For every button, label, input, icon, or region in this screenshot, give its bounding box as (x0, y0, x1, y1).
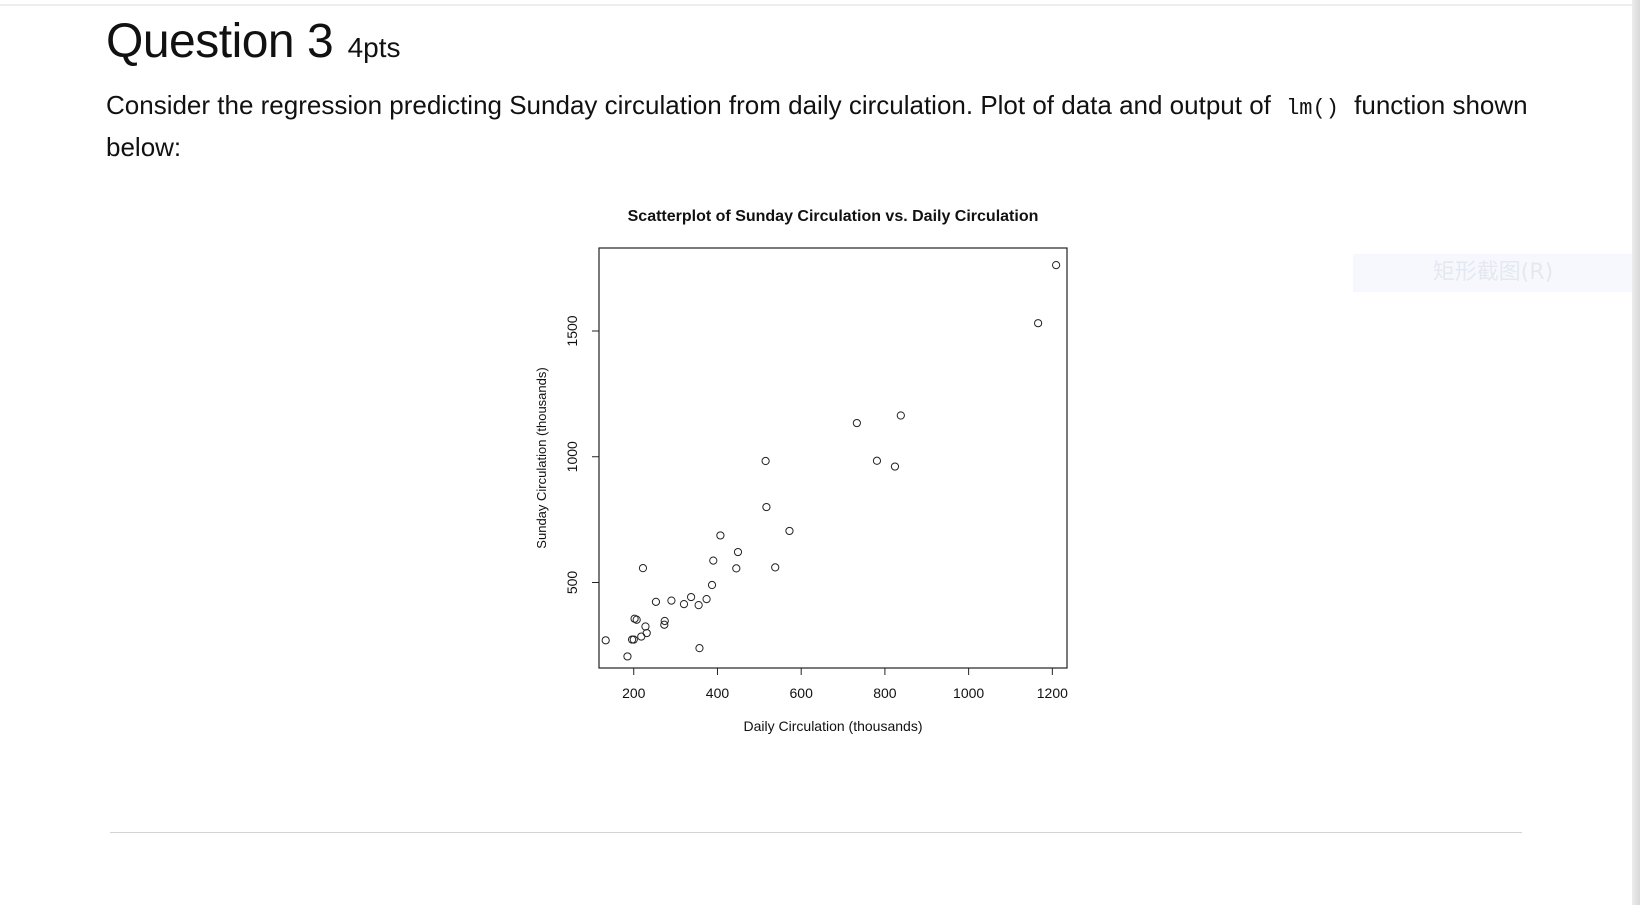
data-point (629, 635, 638, 644)
x-axis: 200 400 600 800 1000 1200 (622, 667, 1068, 701)
data-point (642, 628, 651, 638)
data-points (601, 261, 1061, 661)
question-text: Consider the regression predicting Sunda… (106, 86, 1546, 167)
screenshot-tool-hint: 矩形截图(R) (1353, 254, 1633, 292)
question-text-part-2: function shown below: (106, 90, 1528, 162)
data-point (733, 547, 743, 557)
data-point (667, 596, 676, 605)
top-divider (0, 4, 1632, 6)
data-point (679, 600, 689, 609)
y-axis: 500 1000 1500 (564, 315, 600, 595)
data-point (732, 564, 741, 573)
data-point (771, 563, 780, 572)
bottom-divider (110, 832, 1522, 833)
question-points: 4pts (347, 32, 401, 63)
plot-frame (598, 247, 1068, 669)
data-point (762, 502, 771, 512)
data-point (702, 594, 711, 604)
data-point (641, 622, 650, 631)
data-point (627, 635, 637, 644)
page-edge-shadow (1632, 0, 1640, 905)
chart-title: Scatterplot of Sunday Circulation vs. Da… (628, 208, 1039, 225)
data-point (872, 456, 882, 465)
data-point (651, 597, 661, 606)
data-point (716, 531, 725, 540)
data-point (623, 652, 632, 661)
y-tick-label: 1000 (564, 441, 580, 472)
data-point (601, 636, 610, 645)
x-tick-label: 1200 (1037, 685, 1068, 701)
data-point (890, 462, 900, 471)
question-title: Question 3 (106, 15, 334, 68)
data-point (707, 580, 717, 590)
y-tick-label: 500 (564, 571, 580, 595)
data-point (761, 456, 770, 466)
question-header: Question 3 4pts (106, 14, 401, 69)
x-tick-label: 600 (790, 685, 814, 701)
x-tick-label: 400 (706, 685, 730, 701)
data-point (694, 601, 703, 610)
data-point (896, 411, 905, 420)
data-point (660, 616, 669, 626)
x-tick-label: 800 (873, 685, 897, 701)
inline-code: lm() (1286, 96, 1339, 121)
data-point (1052, 261, 1061, 270)
data-point (785, 526, 794, 536)
x-tick-label: 200 (622, 685, 646, 701)
data-point (709, 556, 718, 565)
data-point (1034, 319, 1043, 328)
x-tick-label: 1000 (953, 685, 984, 701)
data-point (637, 632, 646, 641)
data-point (852, 418, 861, 428)
x-axis-label: Daily Circulation (thousands) (744, 718, 923, 734)
y-tick-label: 1500 (564, 315, 580, 346)
data-point (686, 592, 696, 602)
data-point (660, 620, 669, 629)
question-text-part-1: Consider the regression predicting Sunda… (106, 90, 1271, 120)
data-point (695, 644, 704, 653)
y-axis-label: Sunday Circulation (thousands) (534, 367, 549, 548)
data-point (632, 615, 641, 624)
data-point (638, 564, 648, 573)
